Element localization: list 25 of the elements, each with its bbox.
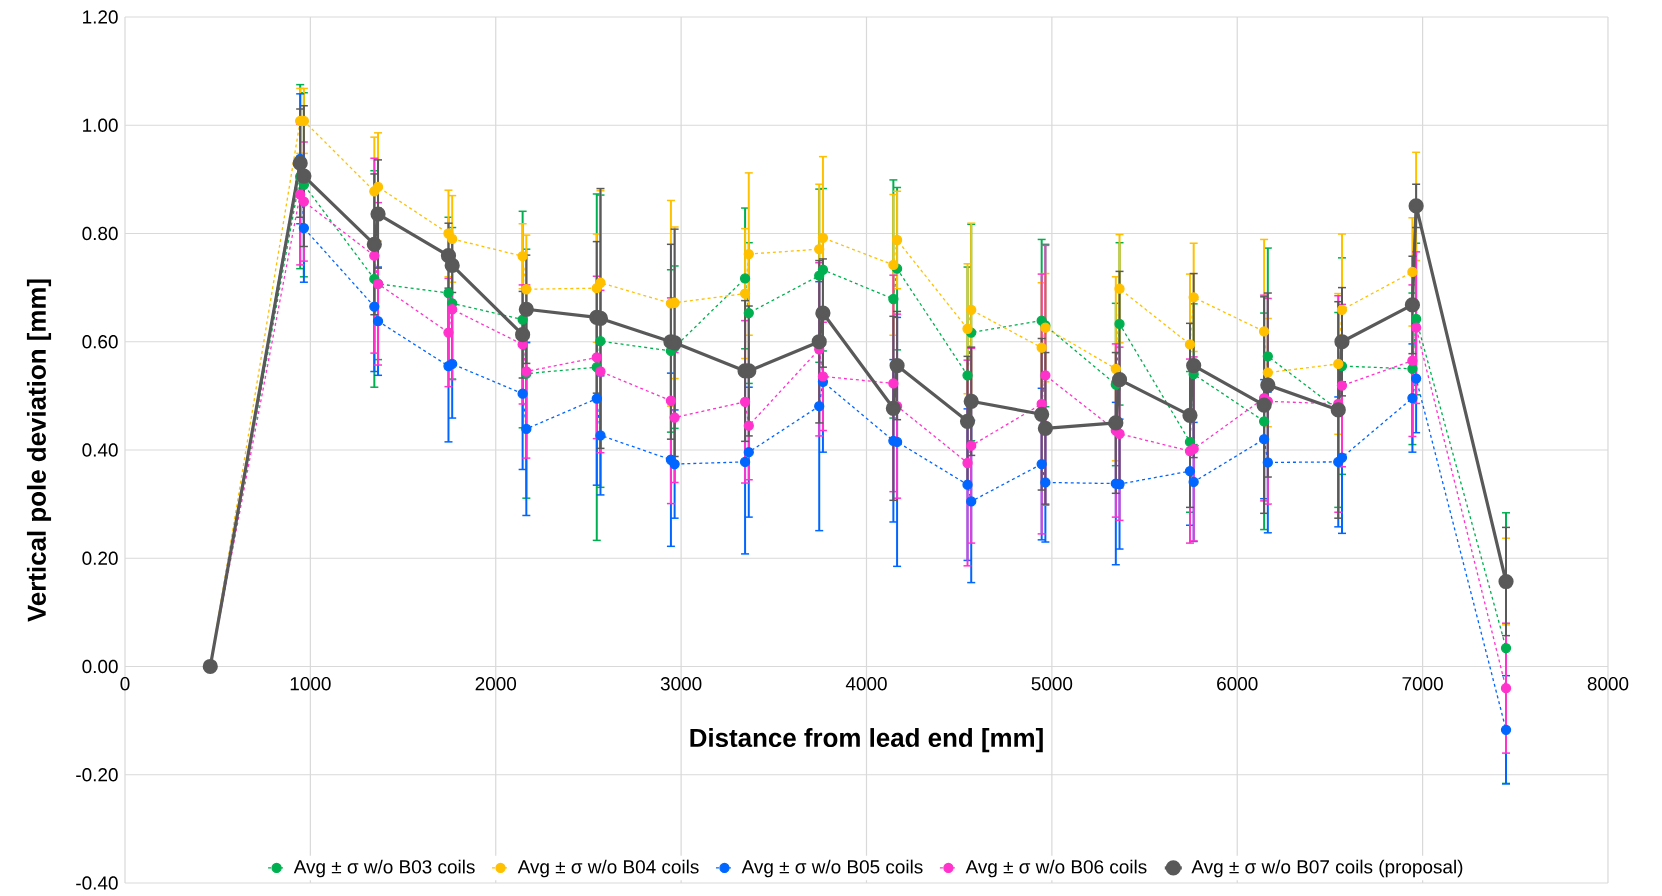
y-tick-label: 0.60 <box>82 335 118 349</box>
y-tick-label: 0.80 <box>82 226 118 241</box>
x-tick-label: 7000 <box>1402 677 1443 691</box>
x-axis-title: Distance from lead end [mm] <box>690 728 1043 753</box>
y-tick-label: 0.00 <box>82 659 118 674</box>
legend-label: Avg ± σ w/o B05 coils <box>741 859 923 878</box>
legend-label: Avg ± σ w/o B07 coils (proposal) <box>1191 859 1463 878</box>
legend-label: Avg ± σ w/o B03 coils <box>293 859 475 878</box>
y-tick-label: 0.40 <box>82 443 118 457</box>
y-axis-title: Vertical pole deviation [mm] <box>26 279 52 622</box>
y-tick-label: 0.20 <box>82 551 118 565</box>
y-tick-label: -0.20 <box>76 768 118 782</box>
y-tick-label: 1.20 <box>83 10 118 24</box>
x-tick-label: 3000 <box>660 677 702 691</box>
y-tick-label: -0.40 <box>76 876 118 890</box>
x-tick-label: 8000 <box>1587 677 1629 691</box>
x-tick-label: 5000 <box>1031 677 1073 691</box>
y-tick-label: 1.00 <box>83 118 118 132</box>
x-tick-label: 4000 <box>845 677 887 691</box>
legend-label: Avg ± σ w/o B06 coils <box>965 859 1147 878</box>
x-tick-label: 0 <box>120 677 130 691</box>
x-tick-label: 1000 <box>290 677 331 691</box>
legend-label: Avg ± σ w/o B04 coils <box>517 859 699 878</box>
x-tick-label: 6000 <box>1217 677 1258 691</box>
x-tick-label: 2000 <box>475 677 517 691</box>
